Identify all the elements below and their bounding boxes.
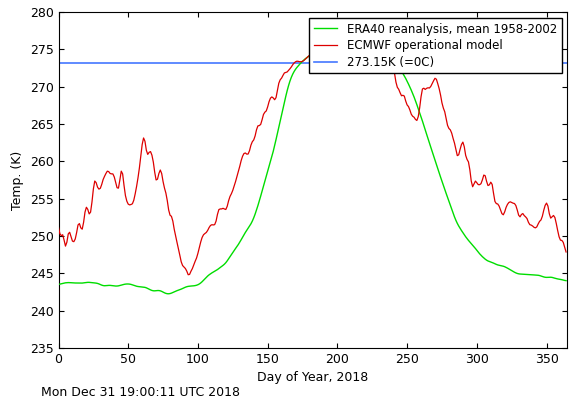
ECMWF operational model xyxy=(196,245,203,250)
Line: ERA40 reanalysis, mean 1958-2002: ERA40 reanalysis, mean 1958-2002 xyxy=(58,51,566,294)
ERA40 reanalysis, mean 1958-2002 xyxy=(163,291,170,296)
ERA40 reanalysis, mean 1958-2002 xyxy=(542,275,549,280)
ERA40 reanalysis, mean 1958-2002 xyxy=(165,291,172,296)
ERA40 reanalysis, mean 1958-2002 xyxy=(493,262,500,267)
ECMWF operational model xyxy=(163,191,170,196)
ERA40 reanalysis, mean 1958-2002 xyxy=(261,179,269,184)
Y-axis label: Temp. (K): Temp. (K) xyxy=(11,150,24,210)
ECMWF operational model xyxy=(185,272,192,277)
ERA40 reanalysis, mean 1958-2002 xyxy=(55,282,62,287)
Legend: ERA40 reanalysis, mean 1958-2002, ECMWF operational model, 273.15K (=0C): ERA40 reanalysis, mean 1958-2002, ECMWF … xyxy=(309,18,562,74)
Line: ECMWF operational model: ECMWF operational model xyxy=(58,49,566,275)
Text: Mon Dec 31 19:00:11 UTC 2018: Mon Dec 31 19:00:11 UTC 2018 xyxy=(41,386,240,399)
273.15K (=0C) xyxy=(56,61,63,66)
ERA40 reanalysis, mean 1958-2002 xyxy=(563,278,570,283)
X-axis label: Day of Year, 2018: Day of Year, 2018 xyxy=(257,372,369,384)
ECMWF operational model xyxy=(55,225,62,230)
ERA40 reanalysis, mean 1958-2002 xyxy=(327,48,334,53)
ERA40 reanalysis, mean 1958-2002 xyxy=(196,282,203,286)
ECMWF operational model xyxy=(330,46,337,51)
ECMWF operational model xyxy=(259,117,266,122)
ECMWF operational model xyxy=(563,250,570,254)
ECMWF operational model xyxy=(493,201,500,206)
ECMWF operational model xyxy=(542,203,549,208)
ERA40 reanalysis, mean 1958-2002 xyxy=(259,189,266,194)
273.15K (=0C) xyxy=(55,61,62,66)
ECMWF operational model xyxy=(261,110,269,114)
